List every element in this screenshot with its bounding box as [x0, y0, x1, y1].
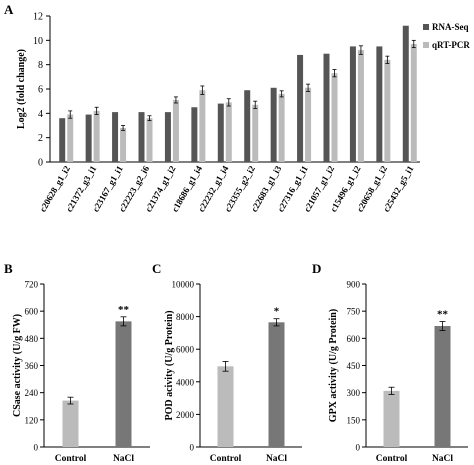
bar-b-control: [62, 400, 79, 447]
y-tick-label-c: 0: [190, 443, 195, 453]
y-tick-label-d: 0: [356, 443, 361, 453]
y-tick-label-c: 6000: [176, 345, 195, 355]
bar-a-rnaseq: [297, 54, 304, 162]
y-tick-label-c: 10000: [172, 280, 195, 290]
bar-b-nacl: [115, 321, 132, 447]
y-tick-label-d: 450: [347, 361, 361, 371]
x-tick-label-d: NaCl: [432, 454, 453, 464]
bar-a-rnaseq: [349, 46, 356, 162]
bar-a-rnaseq: [323, 53, 330, 162]
bar-a-qrtpcr: [93, 110, 100, 162]
bar-d-control: [383, 390, 400, 447]
y-axis-title-d: GPX activity (U/g Protein): [328, 309, 339, 422]
bar-c-nacl: [268, 322, 285, 447]
bar-a-qrtpcr: [146, 118, 153, 162]
panel-label-a: A: [4, 2, 14, 17]
y-tick-label-c: 2000: [176, 410, 195, 420]
x-tick-label-b: Control: [55, 454, 87, 464]
panel-d: D 0 150 300 450 600 750 900 GPX activity (U/g Pr…: [312, 261, 468, 464]
y-tick-label-a: 8: [38, 60, 43, 71]
y-tick-label-b: 240: [25, 388, 39, 398]
y-tick-label-d: 150: [347, 415, 361, 425]
bar-a-rnaseq: [164, 112, 171, 162]
bar-a-rnaseq: [59, 118, 66, 162]
y-tick-label-a: 10: [33, 36, 43, 47]
y-tick-label-b: 600: [25, 307, 39, 317]
bar-a-qrtpcr: [410, 43, 417, 162]
bar-a-qrtpcr: [67, 114, 74, 162]
legend-swatch-a: [423, 42, 429, 48]
y-tick-label-b: 120: [25, 415, 39, 425]
bar-a-qrtpcr: [331, 73, 338, 162]
panel-label-b: B: [4, 261, 13, 276]
y-axis-title-a: Log2 (fold change): [16, 49, 27, 129]
bar-a-qrtpcr: [199, 90, 206, 162]
legend-swatch-a: [423, 24, 429, 30]
x-tick-label-b: NaCl: [113, 454, 134, 464]
x-tick-label-c: Control: [210, 454, 242, 464]
bar-a-qrtpcr: [384, 59, 391, 162]
y-tick-label-d: 300: [347, 388, 361, 398]
x-tick-label-d: Control: [376, 454, 408, 464]
y-tick-label-c: 4000: [176, 377, 195, 387]
bar-a-qrtpcr: [120, 127, 127, 162]
legend-label-a: qRT-PCR: [432, 40, 470, 50]
bar-a-qrtpcr: [225, 102, 232, 162]
bar-a-rnaseq: [376, 46, 383, 162]
bar-d-nacl: [434, 326, 451, 447]
y-tick-label-c: 8000: [176, 312, 195, 322]
y-tick-label-a: 2: [38, 133, 43, 144]
bar-a-rnaseq: [85, 114, 92, 162]
bar-c-control: [217, 366, 234, 447]
significance-mark-b: **: [118, 304, 130, 316]
y-axis-title-c: POD acivity (U/g Protein): [164, 310, 175, 420]
bar-a-rnaseq: [244, 90, 251, 162]
bar-a-qrtpcr: [172, 99, 179, 162]
bar-a-rnaseq: [402, 25, 409, 162]
y-tick-label-b: 720: [25, 280, 39, 290]
y-tick-label-d: 600: [347, 334, 361, 344]
legend-label-a: RNA-Seq: [432, 22, 469, 32]
panel-b: B 0 120 240 360 480 600 720 CSase activity (U/g …: [4, 261, 150, 464]
y-axis-title-b: CSase activity (U/g FW): [12, 314, 23, 417]
significance-mark-d: **: [437, 308, 449, 320]
x-tick-label-c: NaCl: [266, 454, 287, 464]
y-tick-label-a: 0: [38, 158, 43, 169]
significance-mark-c: *: [274, 306, 280, 318]
y-tick-label-d: 750: [347, 307, 361, 317]
y-tick-label-d: 900: [347, 280, 361, 290]
bar-a-qrtpcr: [357, 50, 364, 162]
panel-c: C 0 2000 4000 6000 8000 10000 POD acivity (U/g …: [152, 261, 302, 464]
panel-label-d: D: [312, 261, 321, 276]
bar-a-rnaseq: [191, 107, 198, 162]
bar-a-rnaseq: [138, 112, 145, 162]
bar-a-qrtpcr: [305, 87, 312, 162]
y-tick-label-b: 0: [34, 443, 39, 453]
y-tick-label-b: 480: [25, 334, 39, 344]
y-tick-label-b: 360: [25, 361, 39, 371]
bar-a-qrtpcr: [278, 93, 285, 162]
bar-a-rnaseq: [112, 112, 119, 162]
panel-label-c: C: [152, 261, 161, 276]
bar-a-qrtpcr: [252, 104, 259, 162]
bar-a-rnaseq: [270, 87, 277, 162]
y-tick-label-a: 4: [38, 109, 43, 120]
y-tick-label-a: 6: [38, 85, 43, 96]
y-tick-label-a: 12: [33, 12, 43, 23]
bar-a-rnaseq: [217, 103, 224, 162]
